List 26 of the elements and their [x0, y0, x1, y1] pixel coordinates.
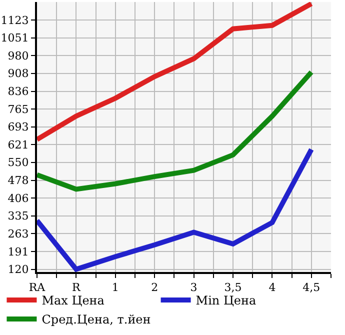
y-tick-label: 1123 [0, 14, 29, 27]
y-tick-label: 120 [8, 263, 29, 276]
x-tick-label: 4,5 [302, 281, 320, 294]
x-tick-label: 4 [268, 281, 276, 294]
legend-label: Max Цена [42, 294, 104, 308]
y-tick-label: 621 [8, 138, 29, 152]
x-tick-label: 1 [112, 281, 119, 294]
y-tick-label: 191 [8, 245, 29, 258]
y-tick-label: 263 [8, 228, 29, 241]
y-tick-label: 335 [8, 210, 29, 223]
x-tick-label: RA [28, 281, 46, 294]
legend-label: Сред.Цена, т.йен [42, 312, 151, 327]
y-tick-label: 550 [8, 156, 29, 170]
y-tick-label: 406 [8, 192, 29, 206]
y-tick-label: 1051 [0, 32, 29, 45]
y-tick-label: 693 [8, 120, 29, 134]
y-tick-label: 908 [8, 67, 29, 80]
x-tick-label: 3,5 [224, 281, 242, 294]
x-tick-label: 3 [190, 281, 198, 294]
x-tick-label: R [72, 281, 82, 294]
y-tick-label: 478 [8, 174, 29, 188]
y-tick-label: 836 [8, 85, 29, 98]
legend-label: Min Цена [196, 294, 256, 308]
x-tick-label: 2 [151, 281, 158, 294]
y-tick-label: 765 [8, 102, 29, 116]
y-tick-label: 980 [8, 49, 29, 62]
